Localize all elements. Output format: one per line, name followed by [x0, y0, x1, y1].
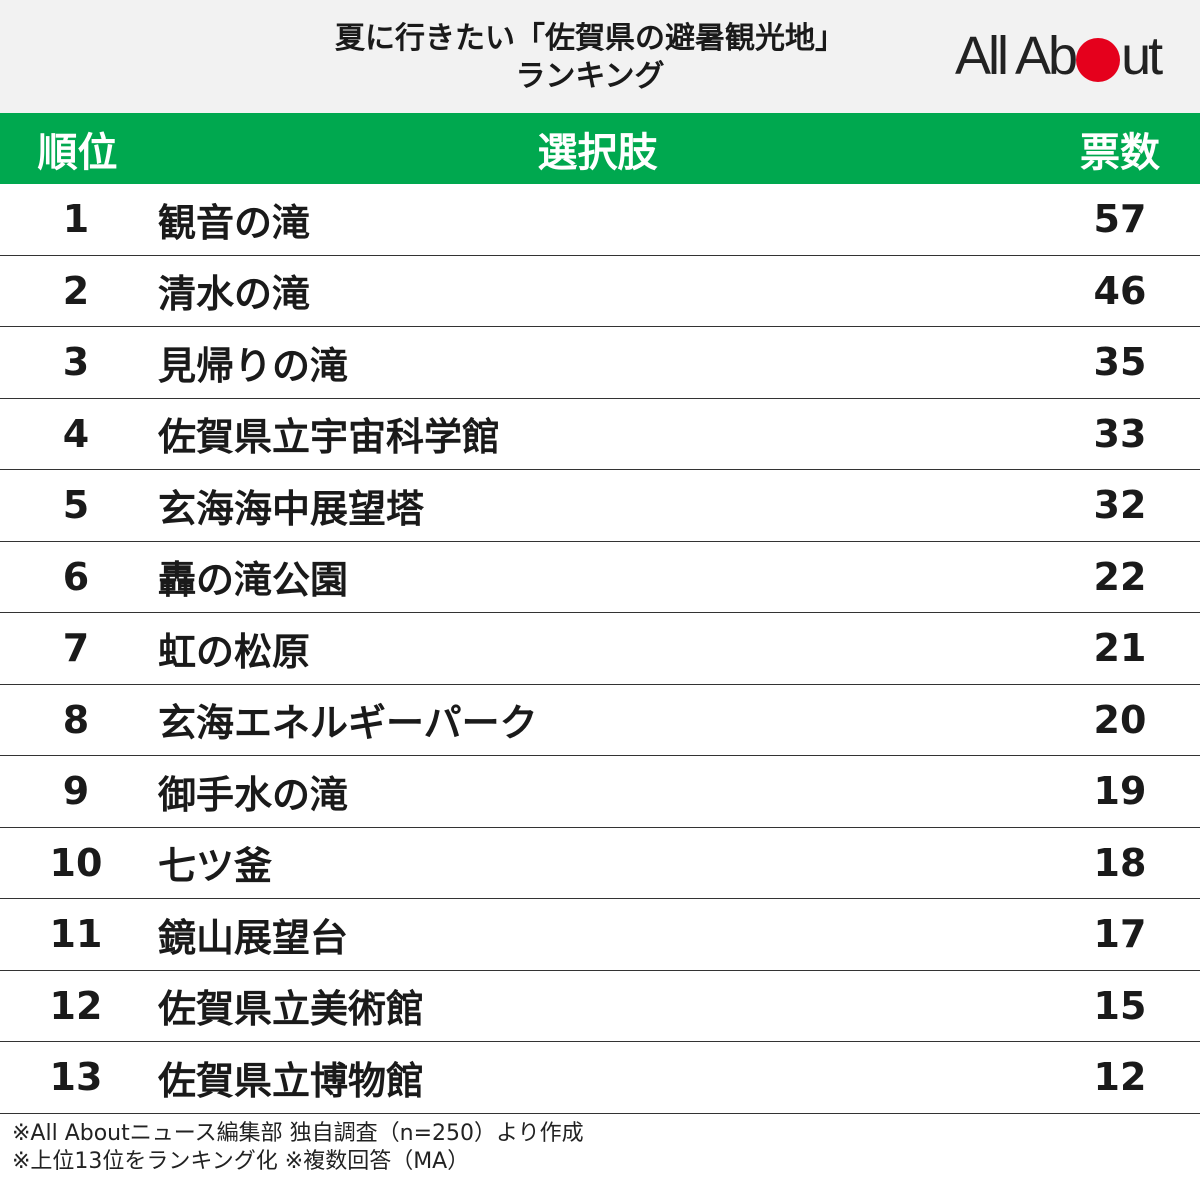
table-row: 9 御手水の滝 19: [0, 756, 1200, 828]
column-header-votes: 票数: [1080, 129, 1160, 176]
page-title: 夏に行きたい「佐賀県の避暑観光地」 ランキング: [230, 20, 950, 96]
row-name: 佐賀県立宇宙科学館: [158, 415, 501, 460]
row-votes: 15: [1093, 983, 1147, 1028]
row-votes: 46: [1093, 268, 1147, 313]
row-rank: 9: [62, 769, 90, 814]
row-rank: 11: [49, 912, 103, 957]
row-name: 轟の滝公園: [158, 558, 349, 603]
row-rank: 5: [62, 483, 90, 528]
row-votes: 35: [1093, 340, 1147, 385]
footnote-source: ※All Aboutニュース編集部 独自調査（n=250）より作成: [12, 1120, 584, 1146]
row-votes: 22: [1093, 554, 1147, 599]
row-name: 観音の滝: [158, 200, 311, 245]
row-name: 清水の滝: [158, 272, 311, 317]
table-row: 4 佐賀県立宇宙科学館 33: [0, 399, 1200, 470]
column-header-choice: 選択肢: [537, 129, 658, 176]
row-rank: 4: [62, 411, 90, 456]
row-name: 見帰りの滝: [158, 343, 349, 388]
row-votes: 18: [1093, 840, 1147, 885]
row-votes: 19: [1093, 769, 1147, 814]
row-rank: 3: [62, 340, 90, 385]
row-rank: 1: [62, 197, 90, 242]
footnote-method: ※上位13位をランキング化 ※複数回答（MA）: [12, 1148, 470, 1174]
footnotes: ※All Aboutニュース編集部 独自調査（n=250）より作成 ※上位13位…: [0, 1114, 1200, 1176]
table-row: 7 虹の松原 21: [0, 613, 1200, 685]
ranking-table-body: 1 観音の滝 57 2 清水の滝 46 3 見帰りの滝 35 4 佐賀県立宇宙科学館 33 5 玄…: [0, 184, 1200, 1114]
table-row: 11 鏡山展望台 17: [0, 899, 1200, 971]
row-name: 佐賀県立美術館: [158, 987, 425, 1032]
row-votes: 33: [1093, 411, 1147, 456]
table-row: 2 清水の滝 46: [0, 256, 1200, 327]
logo-text-left: All Ab: [955, 26, 1078, 86]
row-name: 玄海エネルギーパーク: [158, 701, 538, 746]
row-name: 虹の松原: [158, 629, 311, 674]
table-row: 5 玄海海中展望塔 32: [0, 470, 1200, 542]
table-row: 13 佐賀県立博物館 12: [0, 1042, 1200, 1114]
row-rank: 13: [49, 1055, 103, 1100]
table-row: 3 見帰りの滝 35: [0, 327, 1200, 399]
table-row: 1 観音の滝 57: [0, 184, 1200, 256]
row-rank: 8: [62, 697, 90, 742]
table-row: 6 轟の滝公園 22: [0, 542, 1200, 613]
row-votes: 17: [1093, 912, 1147, 957]
row-votes: 57: [1093, 197, 1147, 242]
row-rank: 10: [49, 840, 103, 885]
logo-red-dot-icon: [1076, 38, 1121, 82]
row-rank: 7: [62, 626, 90, 671]
row-votes: 12: [1093, 1055, 1147, 1100]
row-rank: 2: [62, 268, 90, 313]
table-row: 10 七ツ釜 18: [0, 828, 1200, 899]
row-votes: 32: [1093, 483, 1147, 528]
row-name: 御手水の滝: [158, 772, 349, 817]
column-header-rank: 順位: [37, 129, 118, 176]
row-votes: 21: [1093, 626, 1147, 671]
row-rank: 12: [49, 983, 103, 1028]
page-header: 夏に行きたい「佐賀県の避暑観光地」 ランキング All Ab ut: [0, 0, 1200, 113]
logo-text-right: ut: [1121, 26, 1163, 86]
row-name: 佐賀県立博物館: [158, 1058, 425, 1103]
title-line-2: ランキング: [515, 59, 665, 94]
row-name: 鏡山展望台: [158, 915, 349, 960]
row-rank: 6: [62, 554, 90, 599]
row-votes: 20: [1093, 697, 1147, 742]
table-header: 順位 選択肢 票数: [0, 113, 1200, 184]
allabout-logo: All Ab ut: [955, 26, 1163, 86]
table-row: 12 佐賀県立美術館 15: [0, 971, 1200, 1042]
row-name: 七ツ釜: [158, 844, 273, 889]
title-line-1: 夏に行きたい「佐賀県の避暑観光地」: [335, 21, 845, 56]
table-row: 8 玄海エネルギーパーク 20: [0, 685, 1200, 756]
row-name: 玄海海中展望塔: [158, 486, 425, 531]
